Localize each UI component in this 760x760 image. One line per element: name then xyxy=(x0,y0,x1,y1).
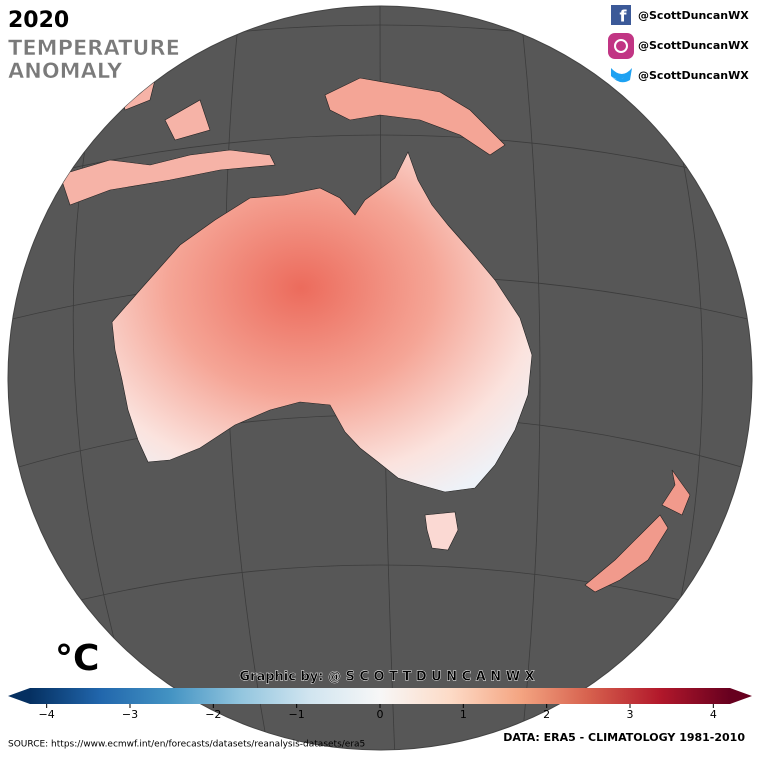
year: 2020 xyxy=(8,8,69,33)
colorbar-tick-label: 1 xyxy=(460,708,467,721)
new-zealand xyxy=(584,469,691,593)
landmasses xyxy=(59,29,691,593)
globe xyxy=(7,5,753,751)
credit: Graphic by: @ S C O T T D U N C A N W X xyxy=(239,670,534,685)
unit-label: °C xyxy=(55,638,99,679)
new-guinea xyxy=(324,77,506,156)
twitter-icon xyxy=(611,68,632,83)
indonesia xyxy=(59,29,276,206)
tasmania xyxy=(424,511,459,551)
colorbar-tick-label: 0 xyxy=(377,708,384,721)
colorbar-tick-label: 4 xyxy=(710,708,717,721)
title-line: ANOMALY xyxy=(8,59,123,83)
social-icons: f @ScottDuncanWX @ScottDuncanWX @ScottDu… xyxy=(608,5,749,83)
colorbar-tick-label: 3 xyxy=(627,708,634,721)
data-note: DATA: ERA5 - CLIMATOLOGY 1981-2010 xyxy=(503,731,745,744)
title-line: TEMPERATURE xyxy=(8,36,180,60)
colorbar-tick-label: −1 xyxy=(289,708,305,721)
facebook-glyph: f xyxy=(620,7,628,26)
colorbar-tick-label: −3 xyxy=(122,708,138,721)
instagram-icon xyxy=(608,33,634,59)
colorbar-extend-high xyxy=(730,688,752,704)
colorbar-tick-label: −4 xyxy=(39,708,55,721)
colorbar-tick-label: 2 xyxy=(543,708,550,721)
social-handle: @ScottDuncanWX xyxy=(638,69,749,82)
colorbar: −4 −3 −2 −1 0 1 2 3 4 xyxy=(8,688,752,721)
colorbar-extend-low xyxy=(8,688,30,704)
colorbar-fill xyxy=(30,688,730,704)
colorbar-tick-label: −2 xyxy=(205,708,221,721)
facebook-icon xyxy=(611,5,631,25)
australia xyxy=(111,151,533,493)
social-handle: @ScottDuncanWX xyxy=(638,9,749,22)
source: SOURCE: https://www.ecmwf.int/en/forecas… xyxy=(8,740,365,750)
social-handle: @ScottDuncanWX xyxy=(638,39,749,52)
